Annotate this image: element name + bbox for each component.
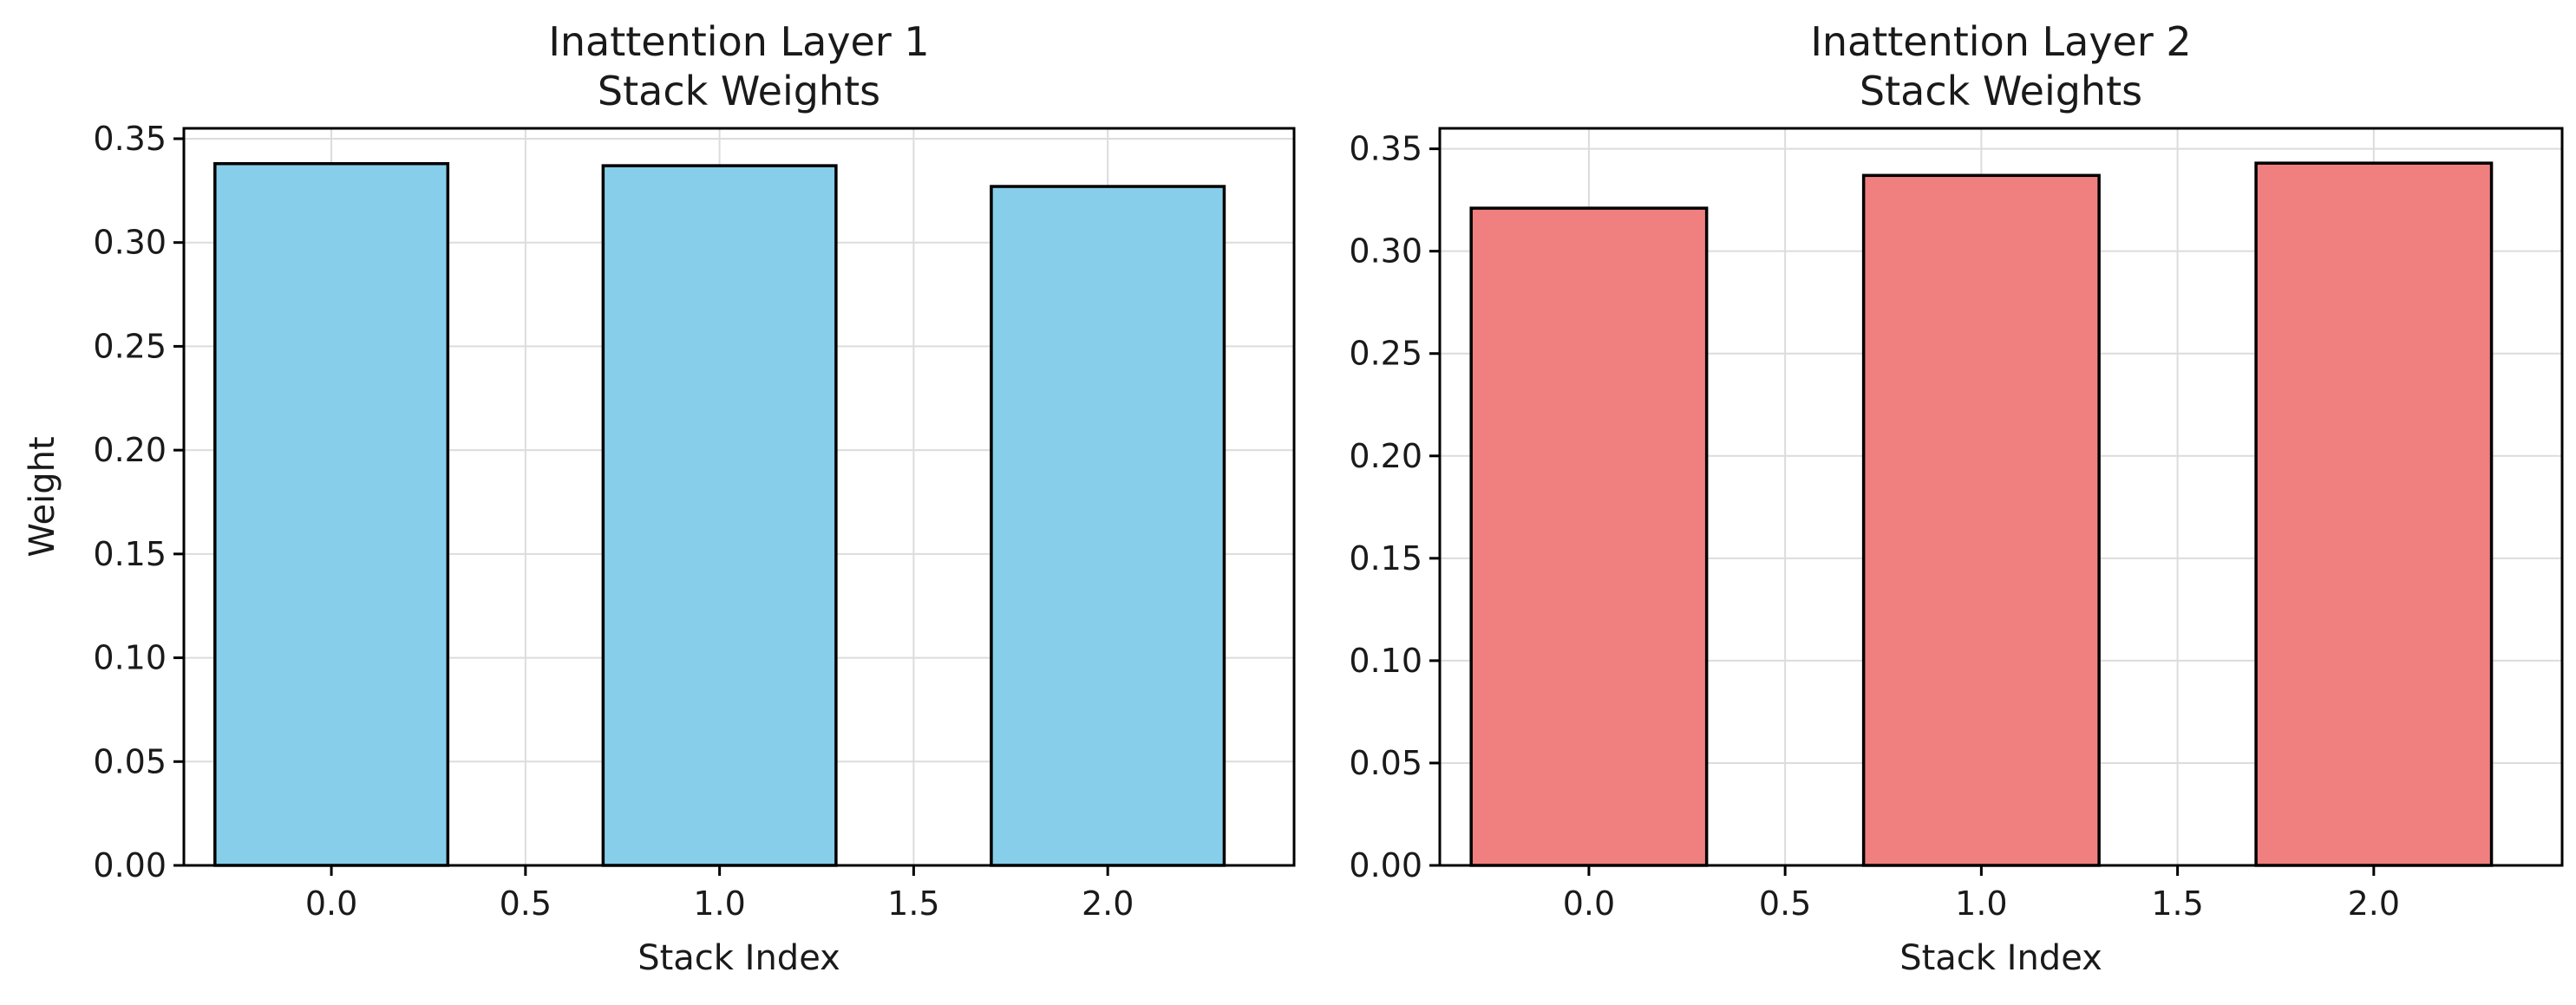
y-tick-label: 0.05 bbox=[1349, 744, 1422, 782]
y-axis-label: Weight bbox=[23, 436, 62, 557]
bar-stack-0 bbox=[1469, 206, 1709, 867]
x-tick-label: 0.0 bbox=[305, 884, 357, 923]
x-axis-label: Stack Index bbox=[637, 938, 840, 978]
y-tick-label: 0.15 bbox=[1349, 539, 1422, 578]
chart-title-line2: Stack Weights bbox=[1860, 68, 2142, 114]
bar-stack-1 bbox=[1861, 173, 2101, 867]
y-tick-label: 0.05 bbox=[93, 742, 167, 780]
x-tick-label: 2.0 bbox=[2348, 884, 2400, 923]
y-tick-label: 0.20 bbox=[1349, 437, 1422, 475]
x-tick-label: 0.5 bbox=[500, 884, 552, 923]
plot-frame bbox=[182, 127, 1296, 867]
plot-frame bbox=[1438, 127, 2564, 867]
chart-title-line1: Inattention Layer 2 bbox=[1810, 18, 2191, 65]
chart-title-line2: Stack Weights bbox=[598, 68, 880, 114]
y-tick-label: 0.30 bbox=[93, 224, 167, 262]
y-tick-label: 0.15 bbox=[93, 535, 167, 573]
chart-panel-layer-2: 0.00 0.05 0.10 0.15 0.20 0.25 0.30 0.35 0.0 0.5 1.… bbox=[1349, 18, 2564, 978]
x-tick-label: 0.0 bbox=[1563, 884, 1615, 923]
y-tick-label: 0.20 bbox=[93, 431, 167, 469]
x-tick-label: 1.5 bbox=[887, 884, 939, 923]
y-tick-label: 0.35 bbox=[93, 120, 167, 158]
x-axis-label: Stack Index bbox=[1899, 938, 2102, 978]
y-tick-label: 0.00 bbox=[93, 846, 167, 884]
y-tick-label: 0.25 bbox=[1349, 335, 1422, 373]
y-tick-label: 0.25 bbox=[93, 327, 167, 365]
bar-stack-0 bbox=[213, 161, 450, 867]
y-tick-label: 0.10 bbox=[1349, 642, 1422, 680]
y-tick-label: 0.30 bbox=[1349, 232, 1422, 271]
x-tick-label: 1.0 bbox=[1955, 884, 2007, 923]
y-tick-label: 0.35 bbox=[1349, 130, 1422, 168]
x-tick-label: 1.5 bbox=[2151, 884, 2203, 923]
x-tick-label: 0.5 bbox=[1759, 884, 1811, 923]
chart-title-line1: Inattention Layer 1 bbox=[548, 18, 929, 65]
chart-panel-layer-1: 0.00 0.05 0.10 0.15 0.20 0.25 0.30 0.35 0.0 0.5 1.… bbox=[23, 18, 1296, 978]
bar-stack-1 bbox=[601, 164, 838, 867]
x-tick-label: 2.0 bbox=[1082, 884, 1134, 923]
x-tick-label: 1.0 bbox=[693, 884, 745, 923]
y-tick-label: 0.00 bbox=[1349, 846, 1422, 884]
bar-stack-2 bbox=[990, 185, 1226, 867]
y-tick-label: 0.10 bbox=[93, 639, 167, 677]
bar-stack-2 bbox=[2254, 161, 2494, 867]
